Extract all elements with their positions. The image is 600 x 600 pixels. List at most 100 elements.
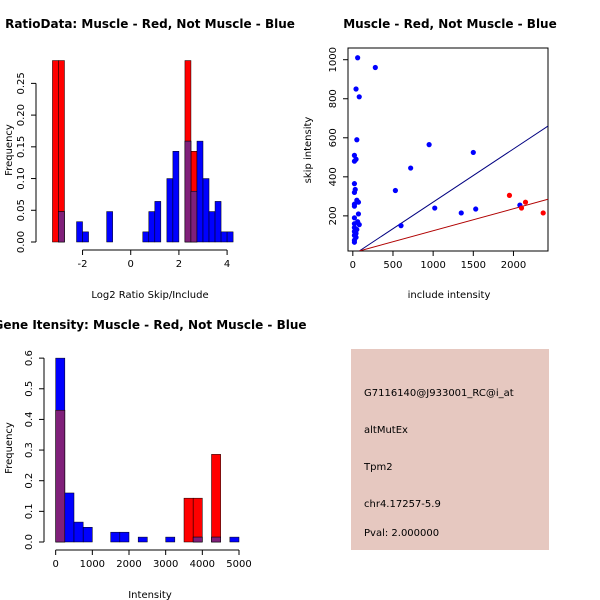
- ratio-blue-bar: [202, 178, 210, 243]
- intensity-x-tick-label: 1000: [80, 559, 105, 570]
- intensity-x-tick-label: 5000: [226, 559, 251, 570]
- scatter-blue-point: [473, 206, 479, 212]
- ratio-histogram-xlabel: Log2 Ratio Skip/Include: [91, 290, 208, 301]
- scatter-ylabel: skip intensity: [303, 117, 314, 184]
- ratio-blue-bar: [142, 231, 150, 243]
- intensity-histogram-ylabel: Frequency: [4, 422, 15, 474]
- intensity-x-tick-label: 4000: [190, 559, 215, 570]
- ratio-blue-bar: [220, 231, 228, 243]
- ratio-blue-bar: [148, 211, 156, 243]
- scatter-blue-point: [398, 223, 404, 229]
- intensity-x-tick-label: 3000: [153, 559, 178, 570]
- scatter-blue-point: [351, 152, 358, 158]
- scatter-blue-point: [356, 94, 362, 100]
- scatter-blue-point: [392, 187, 398, 194]
- intensity-y-tick-label: 0.4: [24, 411, 35, 427]
- ratio-blue-bar: [226, 231, 234, 243]
- scatter-blue-point: [353, 86, 359, 92]
- intensity-blue-bar: [110, 531, 121, 543]
- ratio-blue-bar: [196, 140, 204, 243]
- scatter-red-point: [522, 199, 529, 205]
- ratio-blue-bar: [172, 151, 180, 243]
- gene-name: Tpm2: [363, 462, 393, 473]
- ratio-x-tick-label: -2: [78, 259, 88, 270]
- ratio-blue-bar: [82, 231, 89, 243]
- scatter-blue-point: [426, 142, 432, 148]
- intensity-histogram-xlabel: Intensity: [128, 590, 172, 600]
- intensity-blue-bar: [64, 492, 75, 543]
- scatter-blue-point: [354, 137, 360, 143]
- intensity-scatter: Muscle - Red, Not Muscle - Blue include …: [303, 17, 557, 301]
- intensity-blue-bar: [137, 536, 148, 543]
- scatter-blue-point: [356, 222, 362, 228]
- ratio-blue-bar: [154, 201, 162, 243]
- ratio-y-tick-label: 0.00: [16, 231, 27, 253]
- ratio-y-tick-label: 0.05: [16, 199, 27, 221]
- ratio-histogram-ylabel: Frequency: [4, 124, 15, 176]
- ratio-blue-bar: [166, 178, 174, 243]
- scatter-plot-frame: [347, 47, 549, 252]
- ratio-y-tick-label: 0.25: [16, 72, 27, 94]
- ratio-red-bar: [52, 60, 59, 243]
- probe-id: G7116140@J933001_RC@i_at: [364, 388, 514, 399]
- scatter-blue-point: [470, 149, 476, 156]
- scatter-x-tick-label: 500: [383, 260, 402, 271]
- ratio-y-tick-label: 0.15: [16, 136, 27, 158]
- intensity-x-tick-label: 2000: [116, 559, 141, 570]
- scatter-title: Muscle - Red, Not Muscle - Blue: [343, 17, 557, 31]
- ratio-overlap-bar: [58, 211, 65, 243]
- ratio-histogram-title: RatioData: Muscle - Red, Not Muscle - Bl…: [5, 17, 295, 31]
- scatter-x-tick-label: 0: [350, 260, 356, 271]
- scatter-red-fit-line: [359, 198, 548, 251]
- intensity-y-tick-label: 0.1: [24, 503, 35, 519]
- p-value: Pval: 2.000000: [364, 528, 439, 539]
- scatter-blue-point: [351, 221, 358, 227]
- scatter-red-point: [540, 210, 546, 216]
- scatter-x-tick-label: 2000: [501, 260, 526, 271]
- scatter-red-point: [506, 192, 513, 198]
- scatter-blue-point: [351, 158, 358, 164]
- scatter-y-tick-label: 600: [328, 128, 339, 147]
- intensity-blue-bar: [119, 531, 130, 543]
- intensity-red-bar: [192, 497, 203, 543]
- scatter-blue-fit-line: [358, 125, 548, 251]
- scatter-blue-point: [355, 211, 362, 217]
- ratio-blue-bar: [214, 201, 222, 243]
- ratio-blue-bar: [76, 221, 83, 243]
- scatter-blue-point: [351, 181, 358, 187]
- ratio-x-tick-label: 4: [224, 259, 230, 270]
- scatter-xlabel: include intensity: [408, 290, 491, 301]
- intensity-red-bar: [211, 454, 221, 543]
- ratio-blue-bar: [208, 211, 216, 243]
- intensity-y-tick-label: 0.2: [24, 473, 35, 489]
- scatter-y-tick-label: 400: [328, 167, 339, 186]
- intensity-blue-bar: [73, 521, 84, 543]
- intensity-y-tick-label: 0.0: [24, 534, 35, 550]
- genomic-location: chr4.17257-5.9: [364, 499, 441, 510]
- ratio-overlap-bar: [190, 190, 198, 243]
- scatter-blue-point: [408, 165, 414, 171]
- ratio-y-tick-label: 0.20: [16, 104, 27, 126]
- ratio-histogram: RatioData: Muscle - Red, Not Muscle - Bl…: [4, 17, 295, 301]
- ratio-blue-bar: [106, 211, 113, 243]
- intensity-histogram-title: Gene Itensity: Muscle - Red, Not Muscle …: [0, 318, 307, 332]
- intensity-x-tick-label: 0: [52, 559, 58, 570]
- scatter-blue-point: [351, 189, 358, 196]
- event-type: altMutEx: [364, 425, 408, 436]
- intensity-y-tick-label: 0.6: [24, 350, 35, 366]
- scatter-blue-point: [355, 199, 362, 205]
- info-panel: G7116140@J933001_RC@i_at altMutEx Tpm2 c…: [351, 349, 549, 550]
- ratio-x-tick-label: 0: [128, 259, 134, 270]
- ratio-x-tick-label: 2: [176, 259, 182, 270]
- ratio-overlap-bar: [184, 140, 192, 243]
- scatter-y-tick-label: 800: [328, 89, 339, 108]
- intensity-red-bar: [183, 497, 194, 543]
- intensity-y-tick-label: 0.5: [24, 381, 35, 397]
- ratio-y-tick-label: 0.10: [16, 167, 27, 189]
- scatter-x-tick-label: 1000: [420, 260, 445, 271]
- scatter-blue-point: [432, 205, 438, 211]
- intensity-overlap-bar: [55, 409, 66, 543]
- scatter-x-tick-label: 1500: [461, 260, 486, 271]
- info-panel-background: [351, 349, 549, 550]
